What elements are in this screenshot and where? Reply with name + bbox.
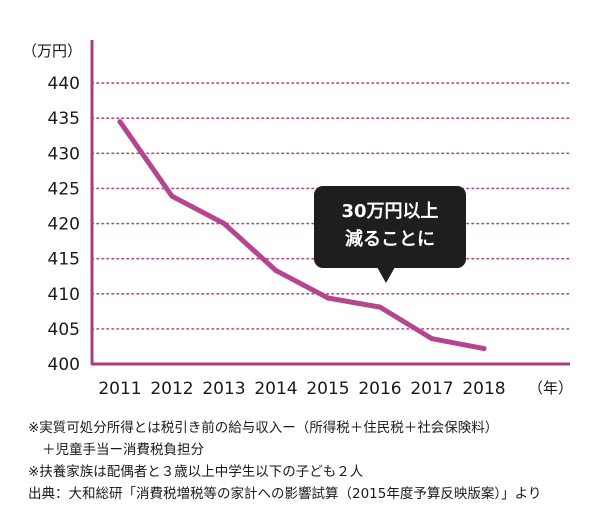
data-point-2015	[325, 295, 331, 301]
gridlines	[91, 82, 571, 330]
data-point-2018	[481, 346, 487, 352]
x-tick-2014: 2014	[254, 379, 297, 399]
callout-line-1: 30万円以上	[341, 201, 438, 222]
data-point-2011	[117, 119, 123, 125]
data-point-2016	[377, 304, 383, 310]
data-point-2012	[169, 193, 175, 199]
callout-box	[314, 186, 466, 268]
axes	[90, 40, 570, 366]
y-tick-435: 435	[48, 109, 80, 129]
footnote-1: ※実質可処分所得とは税引き前の給与収入ー（所得税＋住民税＋社会保険料）	[28, 420, 499, 436]
footnote-2: ＋児童手当ー消費税負担分	[42, 442, 204, 458]
footnotes: ※実質可処分所得とは税引き前の給与収入ー（所得税＋住民税＋社会保険料） ＋児童手…	[28, 417, 608, 505]
x-tick-2015: 2015	[306, 379, 349, 399]
y-tick-420: 420	[48, 215, 80, 235]
x-tick-labels: 2011 2012 2013 2014 2015 2016 2017 2018	[98, 379, 505, 399]
callout-pointer	[377, 267, 395, 283]
data-point-2013	[221, 221, 227, 227]
y-tick-440: 440	[48, 74, 80, 94]
callout-line-2: 減ることに	[345, 228, 435, 250]
footnote-3: ※扶養家族は配偶者と３歳以上中学生以下の子ども２人	[28, 464, 364, 480]
y-tick-415: 415	[48, 250, 80, 270]
x-axis-unit: （年）	[528, 379, 573, 397]
x-tick-2012: 2012	[150, 379, 193, 399]
y-tick-400: 400	[48, 355, 80, 375]
series	[117, 119, 487, 352]
x-tick-2018: 2018	[462, 379, 505, 399]
line-chart: 400 405 410 415 420 425 430 435 440 2011 2012 2013…	[22, 40, 573, 399]
series-line	[117, 119, 487, 352]
data-point-2014	[273, 268, 279, 274]
x-tick-2017: 2017	[410, 379, 453, 399]
x-tick-2016: 2016	[358, 379, 401, 399]
y-tick-430: 430	[48, 144, 80, 164]
x-tick-2013: 2013	[202, 379, 245, 399]
y-tick-410: 410	[48, 285, 80, 305]
y-tick-425: 425	[48, 179, 80, 199]
data-point-2017	[429, 336, 435, 342]
y-axis-unit: （万円）	[22, 42, 82, 60]
source-note: 出典：大和総研「消費税増税等の家計への影響試算（2015年度予算反映版案）」より	[28, 486, 542, 502]
y-tick-405: 405	[48, 320, 80, 340]
y-tick-labels: 400 405 410 415 420 425 430 435 440	[48, 74, 80, 375]
x-tick-2011: 2011	[98, 379, 141, 399]
